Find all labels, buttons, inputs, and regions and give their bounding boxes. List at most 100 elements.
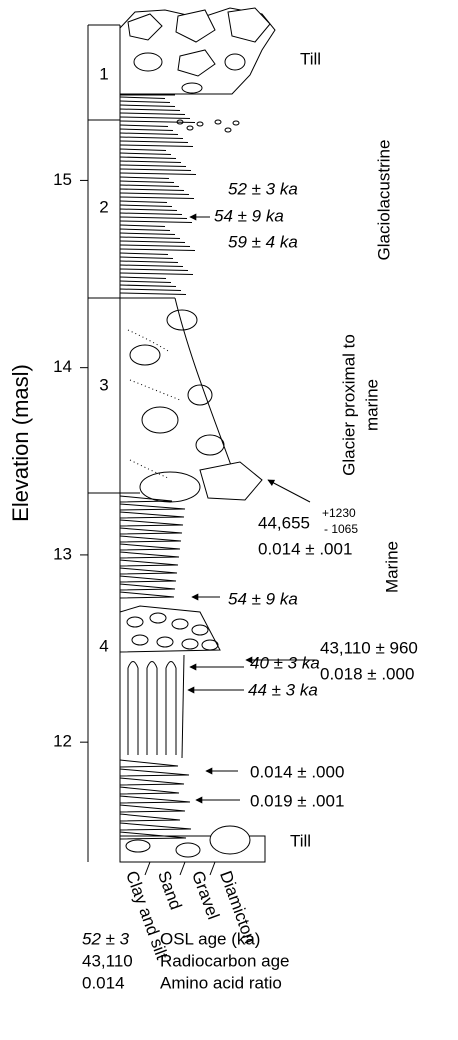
legend-symbol: 0.014 <box>82 973 125 992</box>
lamina <box>119 284 177 287</box>
clast <box>177 49 216 77</box>
osl-age: 59 ± 4 ka <box>228 232 298 251</box>
lamina <box>119 822 192 831</box>
pebble <box>232 120 240 126</box>
clast <box>175 842 201 858</box>
pebble <box>156 636 174 648</box>
amino-ratio: 0.019 ± .001 <box>250 791 344 810</box>
sand-lens <box>127 329 181 479</box>
lamina <box>119 519 184 527</box>
facies-label: marine <box>362 379 381 431</box>
lamina <box>119 104 176 107</box>
facies-label: Till <box>300 49 321 68</box>
pebble <box>214 119 222 125</box>
facies-label: Glacier proximal to <box>339 334 358 476</box>
lamina <box>119 292 187 295</box>
lamina <box>119 795 191 804</box>
lamina <box>119 831 187 840</box>
clast <box>141 406 179 434</box>
lamina <box>119 172 197 175</box>
amino-ratio: 0.014 ± .001 <box>258 539 352 558</box>
unit-label: 2 <box>99 197 108 216</box>
amino-ratio: 0.018 ± .000 <box>320 664 414 683</box>
pebble <box>224 127 232 133</box>
lamina <box>119 140 189 143</box>
pebble <box>131 634 149 646</box>
lamina <box>119 260 179 263</box>
pebble <box>176 119 184 125</box>
lamina <box>119 168 192 171</box>
lamina <box>119 216 188 219</box>
legend-symbol: 52 ± 3 <box>82 929 130 948</box>
radiocarbon-age: 44,655 <box>258 513 310 532</box>
pebble <box>186 125 194 131</box>
lamina <box>119 276 167 279</box>
clast <box>199 461 263 501</box>
pebble <box>196 121 204 127</box>
lamina <box>119 280 172 283</box>
lamina <box>119 200 168 203</box>
legend-text: Radiocarbon age <box>160 951 289 970</box>
legend-text: Amino acid ratio <box>160 973 282 992</box>
lamina <box>119 132 179 135</box>
lamina <box>119 188 185 191</box>
clast <box>129 344 161 366</box>
legend-symbol: 43,110 <box>82 951 133 970</box>
lamina <box>119 240 186 243</box>
clast <box>125 839 151 853</box>
facies-label: Marine <box>382 541 401 593</box>
lamina <box>119 503 186 511</box>
lamina <box>119 535 182 543</box>
clast <box>133 52 163 72</box>
lamina <box>119 272 194 275</box>
clast <box>166 309 198 331</box>
facies-label: Glaciolacustrine <box>374 140 393 261</box>
lamina <box>119 152 172 155</box>
facies-label: Till <box>290 831 311 850</box>
tick-label: 15 <box>53 170 72 189</box>
column-label: Sand <box>154 868 185 912</box>
radiocarbon-age: 43,110 ± 960 <box>320 638 418 657</box>
lamina <box>119 591 175 599</box>
lamina <box>119 108 181 111</box>
lamina <box>119 220 193 223</box>
pebble <box>171 618 189 630</box>
tick-label: 12 <box>53 732 72 751</box>
lamina <box>119 116 191 119</box>
pebble <box>149 612 167 624</box>
lamina <box>119 777 185 786</box>
lamina <box>119 252 169 255</box>
lamina <box>119 156 177 159</box>
clast <box>195 434 225 456</box>
radiocarbon-error: +1230 <box>322 506 356 520</box>
lamina <box>119 244 191 247</box>
pebble <box>191 624 209 636</box>
lamina <box>119 768 190 777</box>
lamina <box>119 543 181 551</box>
lamina <box>119 164 187 167</box>
unit-edge <box>181 654 185 759</box>
tick-label: 14 <box>53 357 72 376</box>
axis-label: Elevation (masl) <box>8 364 33 522</box>
clast <box>187 384 213 406</box>
osl-age: 44 ± 3 ka <box>248 680 318 699</box>
lamina <box>119 567 178 575</box>
lamina <box>119 759 179 768</box>
lamina <box>119 288 182 291</box>
arrow <box>267 479 311 503</box>
lamina <box>119 208 178 211</box>
lamina <box>119 124 169 127</box>
lamina <box>119 128 174 131</box>
pebble <box>181 638 199 650</box>
lamina <box>119 176 170 179</box>
lamina <box>119 248 196 251</box>
unit-label: 3 <box>99 375 108 394</box>
lamina <box>119 120 196 123</box>
clast <box>139 471 201 503</box>
lamina <box>119 511 185 519</box>
pebble <box>201 639 219 651</box>
lamina <box>119 204 173 207</box>
lamina <box>119 180 175 183</box>
lamina <box>119 196 195 199</box>
lamina <box>119 804 186 813</box>
